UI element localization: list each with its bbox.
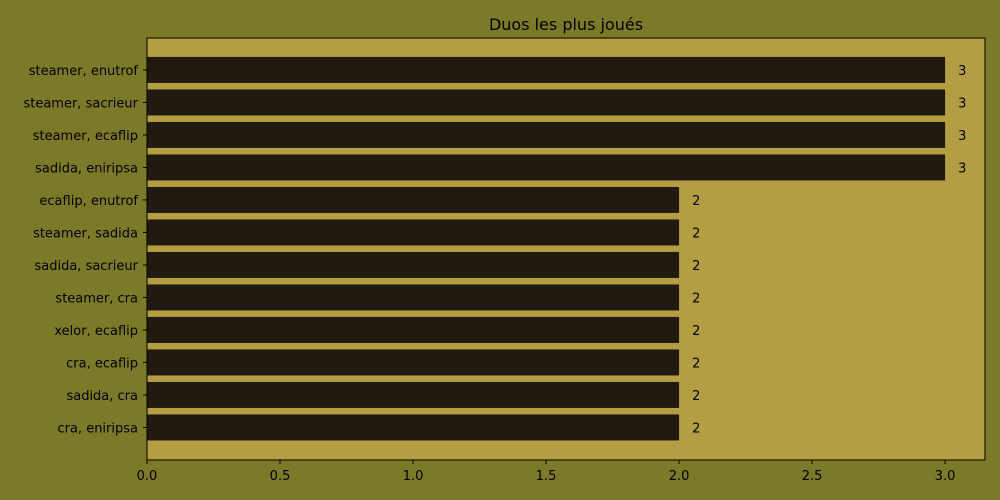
bar	[147, 349, 680, 376]
data-labels-group: 3 3 3 3 2 2 2 2 2 2 2 2	[692, 64, 966, 437]
bar	[147, 284, 680, 311]
bar-value-label: 2	[692, 291, 700, 306]
x-tick-label: 0.0	[137, 469, 158, 484]
x-tick-label: 2.5	[802, 469, 823, 484]
bar-value-label: 2	[692, 356, 700, 371]
bar	[147, 316, 680, 343]
y-tick-label: cra, ecaflip	[66, 356, 138, 371]
x-tick-label: 3.0	[935, 469, 956, 484]
bar-value-label: 2	[692, 421, 700, 436]
y-tick-label: xelor, ecaflip	[54, 324, 138, 339]
bar-value-label: 2	[692, 389, 700, 404]
bar-value-label: 2	[692, 324, 700, 339]
x-tick-label: 0.5	[270, 469, 291, 484]
bar-value-label: 3	[958, 96, 966, 111]
x-tick-label: 2.0	[669, 469, 690, 484]
bar-value-label: 2	[692, 226, 700, 241]
x-tick-label: 1.0	[403, 469, 424, 484]
y-axis: steamer, enutrof steamer, sacrieur steamer…	[23, 64, 147, 436]
chart-title: Duos les plus joués	[489, 15, 643, 34]
y-tick-label: ecaflip, enutrof	[39, 194, 138, 209]
bar-value-label: 2	[692, 259, 700, 274]
bar-value-label: 3	[958, 64, 966, 79]
bar	[147, 121, 946, 148]
y-tick-label: steamer, cra	[55, 291, 138, 306]
y-tick-label: sadida, eniripsa	[35, 161, 138, 176]
bar	[147, 56, 946, 83]
bar-value-label: 3	[958, 129, 966, 144]
bar-value-label: 2	[692, 194, 700, 209]
x-axis: 0.0 0.5 1.0 1.5 2.0 2.5 3.0	[137, 460, 956, 484]
y-tick-label: cra, eniripsa	[57, 421, 138, 436]
bar	[147, 414, 680, 441]
bar	[147, 154, 946, 181]
y-tick-label: steamer, enutrof	[29, 64, 139, 79]
bars-group	[147, 56, 946, 441]
bar-value-label: 3	[958, 161, 966, 176]
y-tick-label: sadida, sacrieur	[34, 259, 138, 274]
bar	[147, 381, 680, 408]
bar	[147, 186, 680, 213]
y-tick-label: steamer, sacrieur	[23, 96, 138, 111]
y-tick-label: steamer, sadida	[33, 226, 138, 241]
plot-frame	[146, 37, 986, 461]
bar	[147, 89, 946, 116]
y-tick-label: steamer, ecaflip	[33, 129, 138, 144]
y-tick-label: sadida, cra	[66, 389, 138, 404]
bar	[147, 251, 680, 278]
x-tick-label: 1.5	[536, 469, 557, 484]
bar	[147, 219, 680, 246]
